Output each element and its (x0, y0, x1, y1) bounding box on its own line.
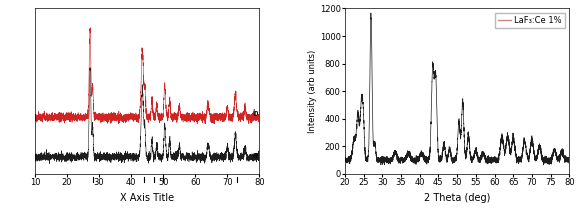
Legend: LaF₃:Ce 1%: LaF₃:Ce 1% (495, 13, 565, 28)
Y-axis label: Intensity (arb units): Intensity (arb units) (308, 50, 317, 133)
X-axis label: 2 Theta (deg): 2 Theta (deg) (424, 192, 490, 202)
Text: a: a (253, 151, 258, 159)
Text: b: b (253, 109, 258, 118)
X-axis label: X Axis Title: X Axis Title (120, 192, 174, 202)
